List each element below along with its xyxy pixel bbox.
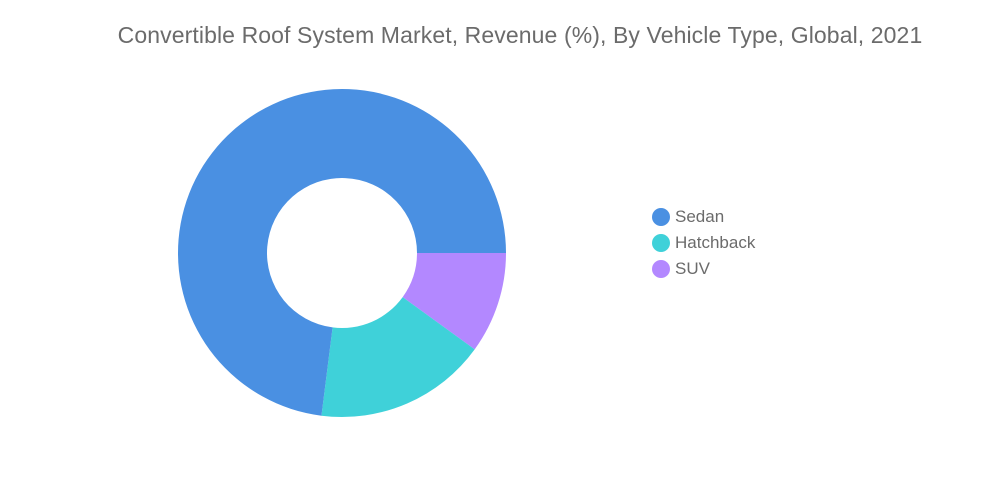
slice-sedan <box>177 88 506 416</box>
legend-label: SUV <box>675 259 710 278</box>
legend-item-sedan: Sedan <box>652 204 755 230</box>
legend-label: Hatchback <box>675 233 756 252</box>
legend-item-suv: SUV <box>652 256 755 282</box>
legend-swatch <box>652 208 670 226</box>
slice-suv <box>402 253 506 350</box>
legend-swatch <box>652 260 670 278</box>
donut-slices <box>177 88 506 417</box>
legend-item-hatchback: Hatchback <box>652 230 755 256</box>
chart-title: Convertible Roof System Market, Revenue … <box>117 22 923 48</box>
legend-swatch <box>652 234 670 252</box>
legend-label: Sedan <box>675 207 725 226</box>
chart-legend: Sedan Hatchback SUV <box>652 204 755 282</box>
slice-hatchback <box>321 297 475 417</box>
